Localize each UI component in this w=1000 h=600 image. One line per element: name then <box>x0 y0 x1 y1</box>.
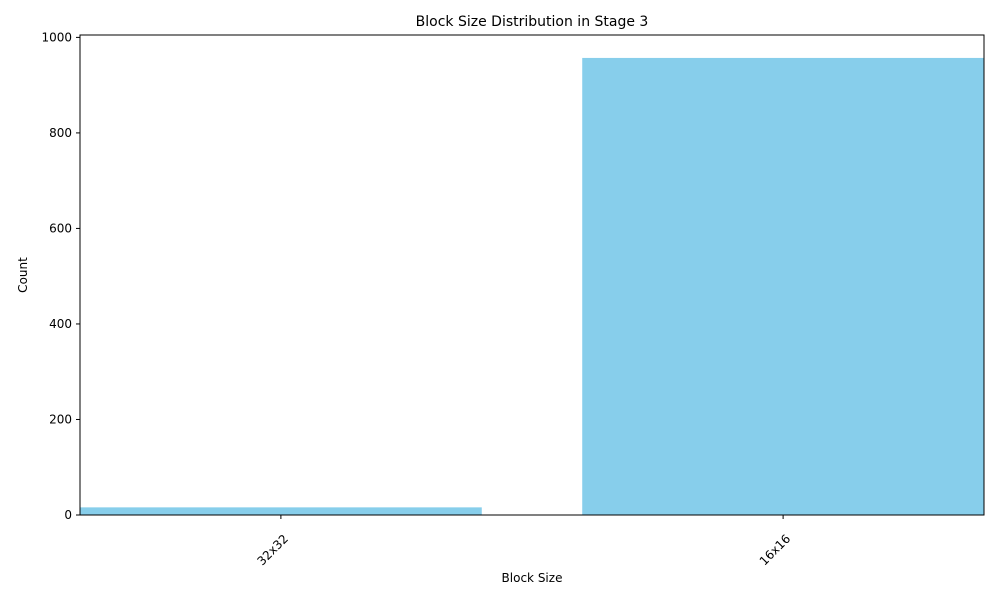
y-tick-label: 400 <box>49 317 72 331</box>
x-tick-label: 32x32 <box>254 532 291 569</box>
chart-title: Block Size Distribution in Stage 3 <box>416 14 649 30</box>
y-axis: 0 200 400 600 800 1000 <box>41 30 80 522</box>
bar-16x16 <box>582 57 984 515</box>
y-tick-label: 0 <box>64 508 72 522</box>
x-tick-label: 16x16 <box>757 532 794 569</box>
y-tick-label: 800 <box>49 126 72 140</box>
y-tick-label: 200 <box>49 412 72 426</box>
plot-frame <box>79 34 985 516</box>
bar-32x32 <box>80 507 482 515</box>
x-axis: 32x32 16x16 <box>254 515 793 568</box>
y-axis-label: Count <box>16 257 30 293</box>
bars <box>80 57 984 515</box>
y-tick-label: 600 <box>49 221 72 235</box>
y-tick-label: 1000 <box>41 30 72 44</box>
x-axis-label: Block Size <box>502 571 563 585</box>
